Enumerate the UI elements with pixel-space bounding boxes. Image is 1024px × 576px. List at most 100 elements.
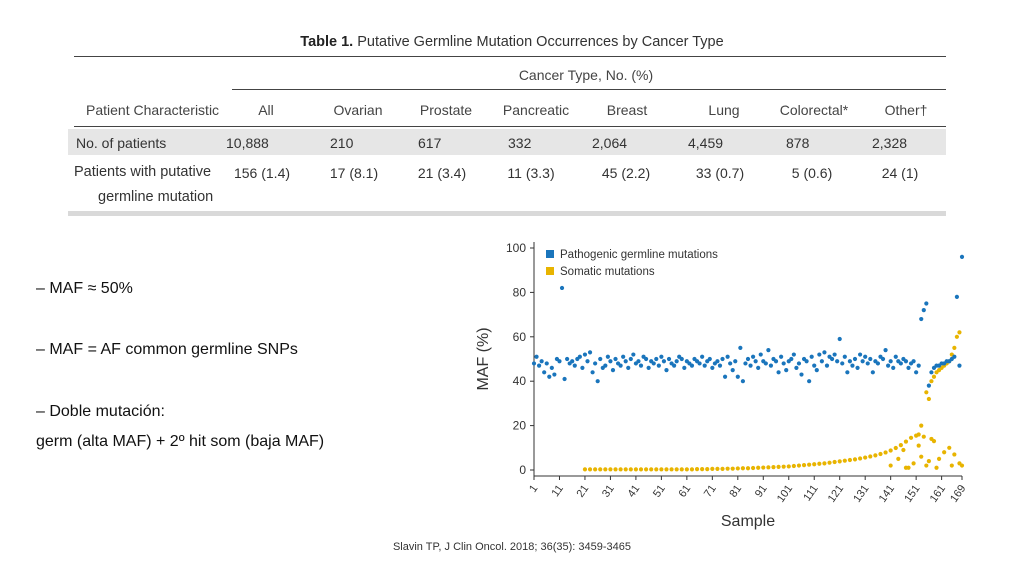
- germline-point: [924, 301, 929, 306]
- x-axis-label: Sample: [721, 513, 775, 530]
- somatic-point: [931, 374, 937, 379]
- x-tick-label: 11: [550, 483, 566, 499]
- germline-point: [580, 365, 585, 370]
- germline-point: [903, 359, 909, 364]
- germline-point: [720, 356, 725, 362]
- germline-point: [636, 359, 641, 364]
- germline-point: [883, 348, 888, 353]
- germline-point: [796, 361, 802, 366]
- germline-point: [605, 354, 610, 359]
- somatic-point: [916, 432, 921, 437]
- x-tick-label: 71: [702, 483, 719, 500]
- row-label-patients: No. of patients: [76, 135, 167, 151]
- somatic-point: [669, 467, 674, 472]
- germline-point: [623, 359, 628, 364]
- somatic-point: [633, 467, 639, 472]
- citation: Slavin TP, J Clin Oncol. 2018; 36(35): 3…: [392, 541, 632, 553]
- germline-point: [952, 354, 957, 359]
- somatic-point: [957, 461, 962, 466]
- germline-point: [860, 359, 865, 364]
- somatic-point: [893, 445, 898, 451]
- somatic-point: [684, 467, 689, 472]
- somatic-point: [664, 467, 669, 472]
- germline-point: [697, 361, 702, 366]
- somatic-point: [837, 459, 842, 464]
- germline-point: [926, 383, 931, 388]
- germline-point: [700, 354, 705, 359]
- somatic-point: [786, 464, 791, 469]
- germline-point: [763, 361, 768, 366]
- somatic-point: [911, 461, 916, 466]
- germline-point: [850, 363, 855, 368]
- germline-point: [921, 308, 926, 313]
- x-tick-label: 121: [826, 483, 846, 505]
- cell-colorectal-mutation: 5 (0.6): [791, 165, 833, 181]
- somatic-point: [638, 467, 644, 472]
- germline-point: [572, 363, 577, 368]
- table-row: [68, 129, 946, 155]
- somatic-point: [878, 451, 883, 457]
- germline-point: [954, 294, 960, 299]
- cell-other-patients: 2,328: [872, 135, 908, 151]
- germline-point: [929, 370, 934, 375]
- somatic-point: [908, 435, 914, 440]
- somatic-point: [771, 465, 776, 470]
- germline-point: [674, 359, 679, 364]
- germline-point: [852, 356, 858, 362]
- x-tick-label: 41: [626, 483, 643, 500]
- x-tick-label: 169: [948, 483, 968, 505]
- germline-point: [547, 374, 552, 379]
- germline-point: [557, 359, 562, 364]
- somatic-point: [781, 464, 786, 469]
- somatic-point: [926, 459, 931, 464]
- germline-point: [618, 363, 623, 368]
- somatic-point: [720, 466, 725, 471]
- x-tick-label: 91: [753, 483, 770, 500]
- cell-all-patients: 10,888: [226, 135, 269, 151]
- germline-point: [822, 350, 827, 355]
- bullet-double-mutation: – Doble mutación:: [36, 403, 165, 420]
- germline-point: [906, 365, 911, 370]
- germline-point: [603, 363, 608, 368]
- germline-point: [809, 354, 814, 359]
- somatic-point: [924, 463, 929, 468]
- somatic-point: [924, 390, 929, 395]
- cell-ovarian-mutation: 17 (8.1): [329, 165, 379, 181]
- germline-point: [832, 352, 837, 357]
- somatic-point: [949, 463, 954, 468]
- somatic-point: [832, 459, 837, 465]
- somatic-point: [898, 443, 903, 448]
- somatic-point: [766, 465, 771, 470]
- x-tick-label: 141: [877, 483, 897, 505]
- germline-point: [654, 356, 659, 362]
- germline-point: [638, 363, 644, 368]
- germline-point: [725, 354, 730, 359]
- germline-point: [817, 352, 822, 357]
- cell-breast-mutation: 45 (2.2): [601, 165, 651, 181]
- germline-point: [582, 352, 588, 357]
- germline-point: [593, 361, 598, 366]
- somatic-point: [654, 467, 659, 472]
- x-tick-label: 111: [801, 483, 820, 504]
- y-tick-label: 60: [513, 330, 527, 344]
- germline-point: [577, 354, 582, 359]
- germline-point: [914, 370, 919, 375]
- x-tick-label: 61: [676, 483, 693, 500]
- germline-point: [730, 368, 735, 373]
- germline-point: [552, 372, 557, 377]
- somatic-point: [952, 452, 957, 457]
- legend-label-germline: Pathogenic germline mutations: [560, 249, 718, 261]
- somatic-point: [603, 467, 608, 472]
- somatic-point: [745, 466, 751, 471]
- germline-point: [779, 354, 784, 359]
- somatic-point: [896, 456, 901, 461]
- group-header-rule: [232, 89, 946, 90]
- table-bottom-rule: [68, 211, 946, 216]
- cell-prostate-mutation: 21 (3.4): [417, 165, 467, 181]
- germline-point: [837, 336, 842, 342]
- germline-point: [626, 365, 631, 370]
- somatic-point: [796, 463, 802, 468]
- table-caption: Putative Germline Mutation Occurrences b…: [357, 34, 724, 50]
- germline-point: [842, 354, 847, 359]
- germline-point: [728, 361, 733, 366]
